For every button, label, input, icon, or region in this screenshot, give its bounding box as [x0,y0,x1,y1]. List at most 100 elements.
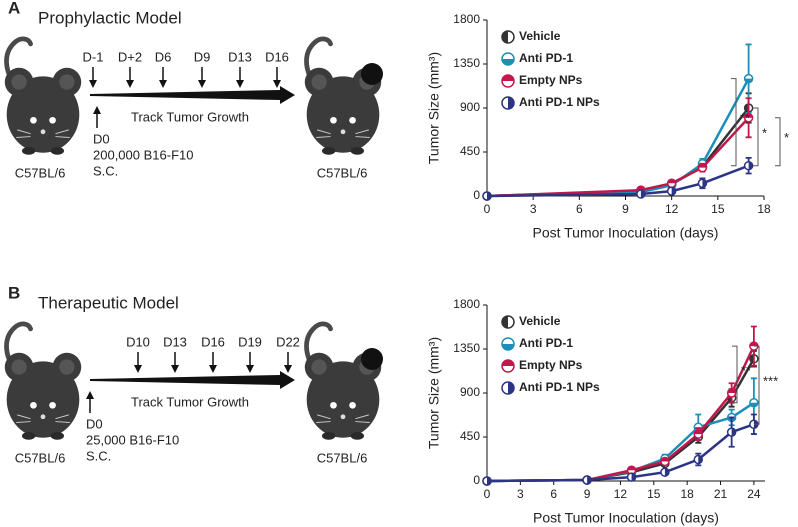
route-label: S.C. [86,448,111,463]
tumor [361,348,383,370]
day-label: D16 [201,334,225,349]
x-tick-label: 3 [517,487,524,501]
significance-bracket [731,78,737,167]
dose-label: 25,000 B16-F10 [86,432,179,447]
day-label: D9 [194,49,211,64]
y-tick-label: 0 [473,473,480,487]
y-tick-label: 900 [460,100,480,114]
significance-bracket [775,117,781,167]
significance-label: ** [740,111,750,126]
point-fill [749,342,758,347]
point-fill [660,457,669,462]
track-label: Track Tumor Growth [131,109,249,124]
point-fill [744,113,753,118]
mouse-label: C57BL/6 [317,165,368,180]
legend-label: Anti PD-1 [519,336,573,350]
point-fill [748,161,753,170]
d0-label: D0 [86,416,103,431]
legend-marker-fill [508,97,514,109]
point-fill [744,78,753,83]
point-fill [627,466,636,471]
legend-label: Vehicle [519,314,561,328]
legend-label: Anti PD-1 NPs [519,95,600,109]
legend-marker-fill [502,59,514,65]
dose-label: 200,000 B16-F10 [93,147,193,162]
legend-label: Anti PD-1 NPs [519,380,600,394]
point-fill [487,477,491,485]
mouse-label: C57BL/6 [317,450,368,465]
significance-label: *** [763,374,778,389]
x-tick-label: 9 [622,202,629,216]
x-axis-title: Post Tumor Inoculation (days) [533,510,719,526]
legend-marker-fill [502,344,514,350]
mouse-icon [5,39,81,155]
point-fill [744,104,749,112]
point-fill [587,476,592,485]
point-fill [487,192,491,200]
y-tick-label: 1350 [453,341,480,355]
y-tick-label: 450 [460,144,480,158]
legend-label: Anti PD-1 [519,51,573,65]
x-tick-label: 15 [711,202,725,216]
legend-marker-fill [508,382,514,394]
legend-marker-fill [502,360,514,366]
significance-label: * [762,125,767,140]
day-label: D+2 [118,49,142,64]
x-axis-title: Post Tumor Inoculation (days) [533,225,719,241]
timeline-arrow [90,371,295,389]
panel-label: B [8,283,20,302]
point-fill [640,190,645,199]
point-fill [698,163,707,168]
significance-bracket [732,345,738,404]
legend-marker-fill [502,316,508,328]
significance-label: ** [741,363,751,378]
legend-marker-fill [502,31,508,43]
track-label: Track Tumor Growth [131,394,249,409]
y-axis-title: Tumor Size (mm³) [426,52,442,164]
x-tick-label: 12 [614,487,628,501]
point-fill [698,455,703,464]
point-fill [664,468,669,477]
point-fill [727,389,736,393]
point-fill [749,354,754,363]
y-tick-label: 0 [473,188,480,202]
legend-marker-fill [502,75,514,81]
point-fill [671,187,676,196]
point-fill [749,402,758,407]
day-label: D6 [155,49,172,64]
day-label: D13 [163,334,187,349]
x-tick-label: 24 [747,487,761,501]
x-tick-label: 3 [530,202,537,216]
day-label: D19 [238,334,262,349]
day-label: D16 [265,49,289,64]
point-fill [731,428,736,437]
mouse-label: C57BL/6 [15,450,66,465]
x-tick-label: 21 [714,487,728,501]
y-tick-label: 1800 [453,297,480,311]
timeline-arrow [90,86,295,104]
x-tick-label: 18 [757,202,771,216]
route-label: S.C. [93,163,118,178]
day-label: D10 [126,334,150,349]
legend-label: Vehicle [519,29,561,43]
day-label: D13 [228,49,252,64]
mouse-icon [305,39,381,155]
day-label: D22 [276,334,300,349]
x-tick-label: 18 [680,487,694,501]
x-tick-label: 0 [484,487,491,501]
panel-label: A [8,0,20,17]
y-tick-label: 900 [460,385,480,399]
y-tick-label: 1350 [453,56,480,70]
x-tick-label: 6 [576,202,583,216]
point-fill [694,430,703,435]
significance-label: * [784,130,789,145]
mouse-icon [5,324,81,440]
tumor [361,63,383,85]
significance-bracket [753,107,759,167]
point-fill [636,186,645,191]
day-label: D-1 [83,49,104,64]
legend-label: Empty NPs [519,73,583,87]
panel-title: Therapeutic Model [38,293,179,312]
x-tick-label: 0 [484,202,491,216]
